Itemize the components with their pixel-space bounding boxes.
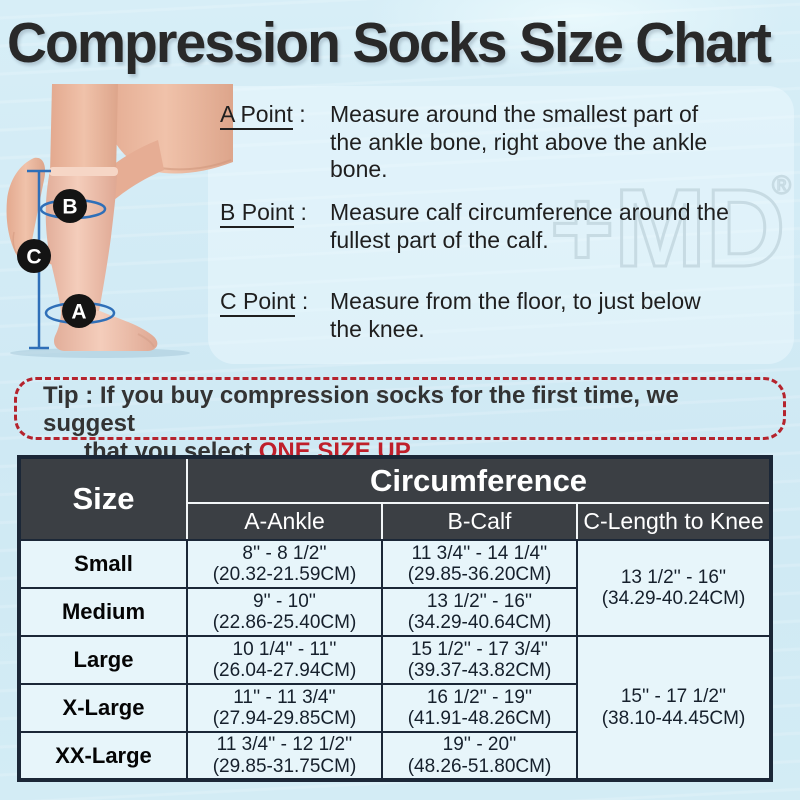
medium-ankle: 9'' - 10'' (22.86-25.40CM) (186, 587, 383, 637)
marker-b-label: B (62, 196, 77, 219)
size-xxlarge: XX-Large (18, 731, 188, 781)
length-small-medium: 13 1/2'' - 16'' (34.29-40.24CM) (576, 539, 772, 637)
marker-a-label: A (71, 301, 86, 324)
size-xlarge: X-Large (18, 683, 188, 733)
medium-calf: 13 1/2'' - 16'' (34.29-40.64CM) (381, 587, 578, 637)
table-header-row-1: Size Circumference (18, 456, 772, 541)
marker-c: C (17, 239, 51, 273)
large-ankle: 10 1/4'' - 11'' (26.04-27.94CM) (186, 635, 383, 685)
background-panel (208, 86, 794, 364)
point-b-text: Measure calf circumference around the fu… (330, 199, 729, 253)
leg-measurement-illustration: B C A (6, 84, 233, 358)
table-header-row-2: A-Ankle B-Calf C-Length to Knee (19, 502, 772, 541)
header-b-calf: B-Calf (381, 502, 578, 541)
header-circumference: Circumference (186, 456, 772, 504)
point-b-label: B Point (220, 199, 295, 228)
table-row-medium: Medium 9'' - 10'' (22.86-25.40CM) 13 1/2'… (18, 587, 771, 637)
size-chart-table: Size Circumference A-Ankle B-Calf C-Leng… (17, 455, 773, 782)
large-calf: 15 1/2'' - 17 3/4'' (39.37-43.82CM) (381, 635, 578, 685)
brand-watermark-icon: +MD ® (549, 166, 792, 291)
xlarge-calf: 16 1/2'' - 19'' (41.91-48.26CM) (381, 683, 578, 733)
xxlarge-calf: 19'' - 20'' (48.26-51.80CM) (381, 731, 578, 781)
length-large-xxlarge: 15'' - 17 1/2'' (38.10-44.45CM) (576, 635, 772, 781)
page-title: Compression Socks Size Chart (7, 11, 772, 75)
small-ankle: 8'' - 8 1/2'' (20.32-21.59CM) (186, 539, 383, 589)
point-c-text: Measure from the floor, to just below th… (330, 288, 701, 342)
size-medium: Medium (18, 587, 188, 637)
legs-photo-shapes (6, 84, 233, 358)
registered-mark-icon: ® (772, 170, 791, 200)
size-large: Large (18, 635, 188, 685)
table-row-large: Large 10 1/4'' - 11'' (26.04-27.94CM) 15 … (18, 635, 772, 781)
xlarge-ankle: 11'' - 11 3/4'' (27.94-29.85CM) (186, 683, 383, 733)
point-c-label: C Point (220, 288, 296, 317)
point-b-description: B Point : Measure calf circumference aro… (220, 199, 794, 254)
point-a-text: Measure around the smallest part of the … (330, 101, 708, 182)
table-row-xlarge: X-Large 11'' - 11 3/4'' (27.94-29.85CM) 1… (18, 683, 771, 733)
tip-line1: Tip : If you buy compression socks for t… (43, 382, 679, 437)
small-calf: 11 3/4'' - 14 1/4'' (29.85-36.20CM) (381, 539, 578, 589)
watermark-text: +MD (550, 167, 785, 290)
table-row-small: Small 8'' - 8 1/2'' (20.32-21.59CM) 11 3/… (18, 539, 772, 637)
marker-c-label: C (26, 246, 41, 269)
header-c-length: C-Length to Knee (576, 502, 772, 541)
tip-box: Tip : If you buy compression socks for t… (14, 377, 786, 467)
header-size: Size (18, 456, 188, 541)
xxlarge-ankle: 11 3/4'' - 12 1/2'' (29.85-31.75CM) (186, 731, 383, 781)
point-a-colon: : (292, 101, 313, 127)
marker-b: B (53, 189, 87, 223)
point-a-label: A Point (220, 101, 293, 130)
table-row-xxlarge: XX-Large 11 3/4'' - 12 1/2'' (29.85-31.75… (18, 731, 771, 781)
point-b-colon: : (294, 199, 314, 225)
point-a-description: A Point : Measure around the smallest pa… (220, 101, 794, 184)
header-a-ankle: A-Ankle (186, 502, 383, 541)
marker-a: A (62, 294, 96, 328)
point-c-description: C Point : Measure from the floor, to jus… (220, 288, 794, 343)
point-c-colon: : (295, 288, 315, 314)
size-small: Small (18, 539, 188, 589)
